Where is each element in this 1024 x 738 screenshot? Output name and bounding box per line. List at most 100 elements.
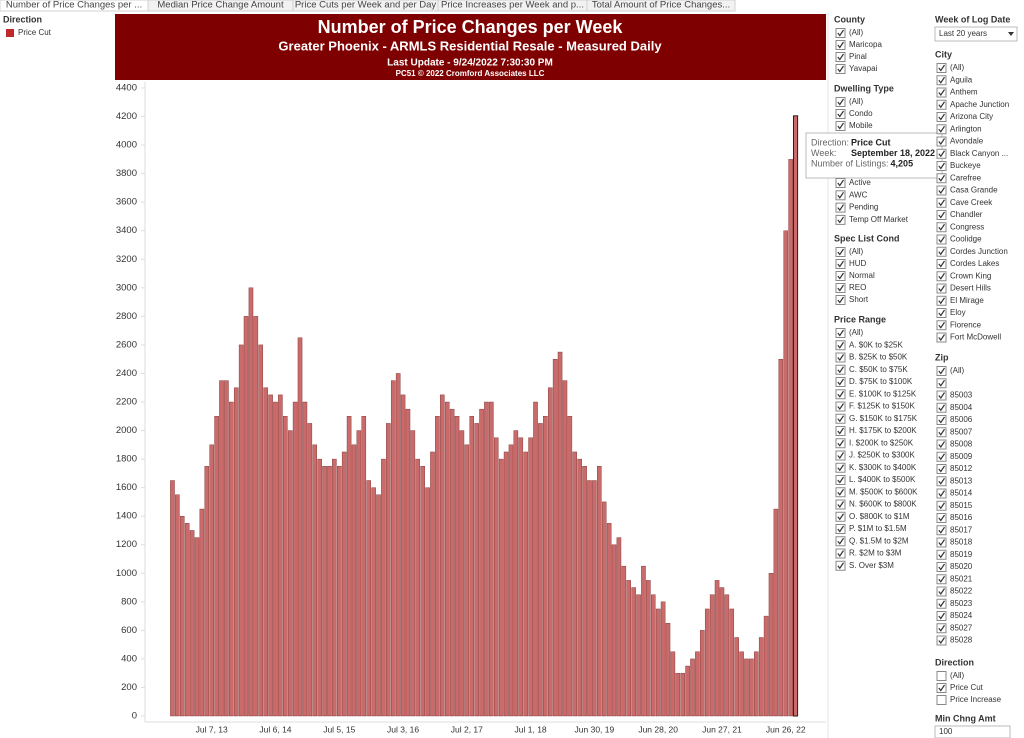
bar[interactable] (209, 444, 214, 717)
bar[interactable] (224, 380, 229, 717)
checkbox[interactable] (936, 525, 947, 536)
checkbox[interactable] (835, 190, 846, 201)
bar[interactable] (714, 580, 720, 717)
dropdown-value[interactable]: Last 20 years (939, 29, 987, 38)
filter-option[interactable]: 85008 (950, 440, 973, 449)
checkbox[interactable] (936, 75, 947, 86)
filter-option[interactable]: (All) (849, 97, 864, 106)
bar[interactable] (611, 544, 617, 717)
bar[interactable] (513, 430, 519, 717)
filter-option[interactable]: 85024 (950, 611, 973, 620)
checkbox[interactable] (936, 173, 947, 184)
tab-label[interactable]: Price Increases per Week and p... (441, 0, 584, 11)
filter-option[interactable]: Coolidge (950, 235, 982, 244)
tab-label[interactable]: Number of Price Changes per ... (6, 0, 142, 11)
filter-option[interactable]: K. $300K to $400K (849, 463, 917, 472)
filter-option[interactable]: Fort McDowell (950, 333, 1001, 342)
filter-option[interactable]: Arlington (950, 124, 982, 133)
bar[interactable] (651, 594, 656, 717)
bar[interactable] (233, 387, 239, 717)
tab-label[interactable]: Price Cuts per Week and per Day (295, 0, 437, 11)
filter-option[interactable]: Buckeye (950, 161, 981, 170)
bar[interactable] (577, 458, 582, 717)
bar[interactable] (680, 672, 685, 717)
bar[interactable] (631, 587, 636, 717)
bar[interactable] (253, 316, 259, 717)
filter-option[interactable]: Congress (950, 222, 984, 231)
checkbox[interactable] (835, 109, 846, 119)
checkbox[interactable] (936, 586, 947, 597)
checkbox[interactable] (936, 598, 947, 609)
bar[interactable] (479, 408, 484, 717)
filter-option[interactable]: Cave Creek (950, 198, 993, 207)
bar[interactable] (729, 608, 735, 717)
checkbox[interactable] (936, 464, 947, 474)
checkbox[interactable] (936, 63, 947, 73)
filter-option[interactable]: (All) (849, 247, 864, 256)
bar[interactable] (582, 466, 587, 717)
bar[interactable] (660, 601, 666, 717)
bar[interactable] (562, 380, 568, 717)
filter-option[interactable]: C. $50K to $75K (849, 365, 908, 374)
filter-option[interactable]: J. $250K to $300K (849, 451, 915, 460)
bar[interactable] (528, 437, 533, 717)
filter-option[interactable]: 85020 (950, 562, 973, 571)
checkbox[interactable] (835, 259, 846, 269)
bar[interactable] (435, 416, 440, 717)
bar[interactable] (307, 423, 313, 717)
checkbox[interactable] (835, 64, 846, 74)
bar[interactable] (494, 437, 499, 717)
bar[interactable] (557, 351, 563, 717)
filter-option[interactable]: Short (849, 295, 869, 304)
filter-option[interactable]: 85014 (950, 489, 973, 498)
bar[interactable] (704, 608, 710, 717)
bar[interactable] (415, 458, 421, 717)
bar[interactable] (670, 651, 676, 717)
bar[interactable] (283, 416, 288, 717)
bar[interactable] (381, 458, 386, 717)
filter-option[interactable]: 85028 (950, 636, 973, 645)
bar[interactable] (587, 480, 592, 717)
bar[interactable] (258, 344, 264, 717)
checkbox[interactable] (936, 402, 947, 413)
checkbox[interactable] (835, 426, 846, 436)
filter-option[interactable]: Cordes Lakes (950, 259, 999, 268)
checkbox[interactable] (936, 148, 947, 159)
bar[interactable] (243, 316, 249, 717)
filter-option[interactable]: Casa Grande (950, 186, 998, 195)
filter-option[interactable]: L. $400K to $500K (849, 475, 916, 484)
filter-option[interactable]: 85021 (950, 574, 973, 583)
bar[interactable] (454, 416, 460, 717)
filter-option[interactable]: Eloy (950, 308, 966, 317)
filter-option[interactable]: F. $125K to $150K (849, 402, 915, 411)
checkbox[interactable] (936, 222, 947, 233)
bar[interactable] (788, 159, 793, 717)
checkbox[interactable] (936, 161, 947, 171)
bar[interactable] (572, 451, 578, 717)
tab[interactable] (586, 0, 736, 12)
bar[interactable] (219, 380, 224, 717)
checkbox[interactable] (936, 308, 947, 318)
checkbox[interactable] (835, 511, 846, 522)
bar[interactable] (400, 394, 406, 717)
bar[interactable] (552, 358, 558, 717)
filter-option[interactable]: Pending (849, 203, 878, 212)
bar[interactable] (744, 658, 749, 717)
checkbox[interactable] (835, 121, 846, 131)
bar[interactable] (709, 594, 715, 717)
filter-option[interactable]: Avondale (950, 137, 984, 146)
bar[interactable] (376, 494, 381, 717)
filter-option[interactable]: 85009 (950, 452, 973, 461)
filter-option[interactable]: Temp Off Market (849, 215, 909, 224)
filter-option[interactable]: Normal (849, 271, 875, 280)
bar[interactable] (665, 623, 671, 717)
filter-option[interactable]: 85022 (950, 587, 973, 596)
checkbox[interactable] (835, 214, 846, 225)
filter-option[interactable]: 85006 (950, 415, 973, 424)
checkbox[interactable] (936, 295, 947, 306)
bar[interactable] (489, 401, 494, 717)
bar[interactable] (503, 451, 509, 717)
bar[interactable] (332, 458, 337, 717)
bar[interactable] (361, 416, 367, 717)
bar[interactable] (337, 466, 342, 717)
